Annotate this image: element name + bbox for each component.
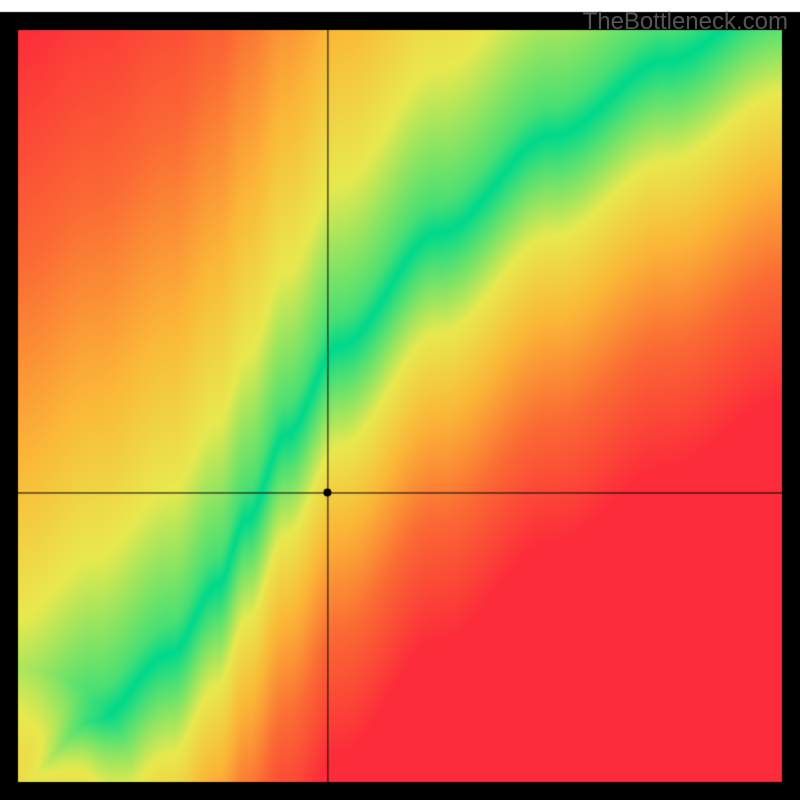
watermark-text: TheBottleneck.com (583, 8, 788, 36)
bottleneck-heatmap (0, 0, 800, 800)
